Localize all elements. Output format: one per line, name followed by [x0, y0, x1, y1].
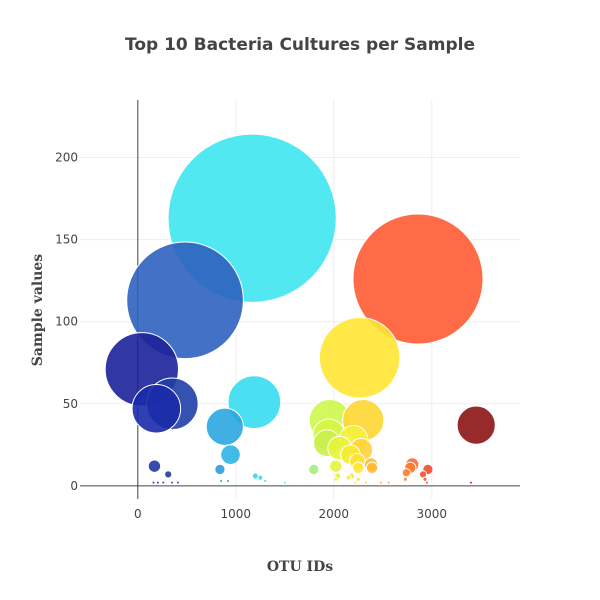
tick-labels: 0 1000 2000 3000 0 50 100 150 200 — [55, 150, 447, 521]
bubble-point-50[interactable] — [282, 480, 287, 485]
bubble-point-42[interactable] — [263, 478, 268, 483]
y-tick-label-2: 100 — [55, 315, 78, 329]
y-tick-label-1: 50 — [63, 397, 78, 411]
x-tick-label-0: 0 — [134, 507, 142, 521]
bubble-point-5[interactable] — [227, 375, 282, 429]
bubble-point-2[interactable] — [126, 241, 244, 360]
x-tick-label-1: 1000 — [221, 507, 252, 521]
bubble-point-22[interactable] — [147, 459, 162, 473]
bubble-point-18[interactable] — [220, 444, 241, 465]
bubble-point-3[interactable] — [318, 317, 401, 399]
bubble-point-29[interactable] — [214, 463, 226, 476]
bubble-point-23[interactable] — [329, 459, 343, 473]
bubble-point-10[interactable] — [456, 405, 496, 445]
bubble-point-49[interactable] — [175, 480, 180, 485]
bubble-point-53[interactable] — [378, 480, 383, 485]
x-tick-label-3: 3000 — [417, 507, 448, 521]
bubble-point-30[interactable] — [401, 468, 411, 478]
bubble-point-43[interactable] — [219, 478, 224, 483]
x-axis-title: OTU IDs — [267, 559, 333, 575]
bubble-point-38[interactable] — [402, 476, 408, 482]
bubble-point-45[interactable] — [151, 480, 156, 485]
bubble-point-24[interactable] — [352, 461, 365, 474]
bubble-point-7[interactable] — [131, 383, 182, 434]
y-tick-label-4: 200 — [55, 150, 78, 164]
bubble-point-11[interactable] — [205, 407, 244, 446]
bubble-point-47[interactable] — [161, 480, 166, 485]
y-axis-title: Sample values — [30, 254, 46, 366]
bubble-point-41[interactable] — [355, 476, 361, 482]
bubble-point-51[interactable] — [353, 480, 358, 485]
y-tick-label-0: 0 — [70, 479, 78, 493]
x-tick-label-2: 2000 — [319, 507, 350, 521]
bubble-point-40[interactable] — [333, 476, 339, 482]
bubble-point-32[interactable] — [164, 470, 173, 479]
bubble-point-36[interactable] — [257, 474, 264, 481]
bubble-point-56[interactable] — [469, 480, 474, 485]
bubble-point-54[interactable] — [386, 480, 391, 485]
bubble-point-26[interactable] — [365, 461, 379, 474]
bubble-point-1[interactable] — [352, 213, 484, 345]
chart-title: Top 10 Bacteria Cultures per Sample — [125, 35, 475, 55]
bubble-point-28[interactable] — [308, 463, 320, 476]
bubble-point-55[interactable] — [424, 480, 429, 485]
bubble-layer — [104, 133, 496, 485]
bubble-point-44[interactable] — [225, 478, 231, 483]
bubble-point-37[interactable] — [345, 474, 352, 481]
bubble-point-46[interactable] — [155, 480, 160, 485]
bubble-point-52[interactable] — [364, 480, 369, 485]
y-tick-label-3: 150 — [55, 233, 78, 247]
bubble-point-39[interactable] — [422, 476, 428, 482]
bubble-point-48[interactable] — [170, 480, 175, 485]
